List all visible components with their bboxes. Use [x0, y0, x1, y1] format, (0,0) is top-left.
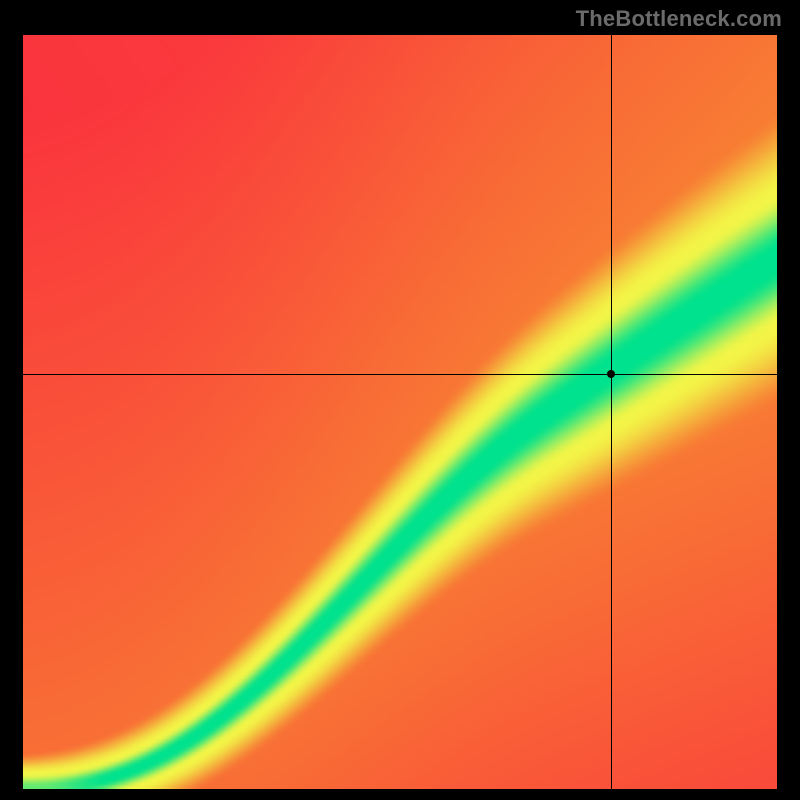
heatmap-canvas — [23, 35, 777, 789]
heatmap-plot-area — [23, 35, 777, 789]
watermark-text: TheBottleneck.com — [576, 6, 782, 32]
chart-container: TheBottleneck.com — [0, 0, 800, 800]
crosshair-horizontal-line — [23, 374, 777, 375]
crosshair-marker-dot — [607, 370, 615, 378]
crosshair-vertical-line — [611, 35, 612, 789]
